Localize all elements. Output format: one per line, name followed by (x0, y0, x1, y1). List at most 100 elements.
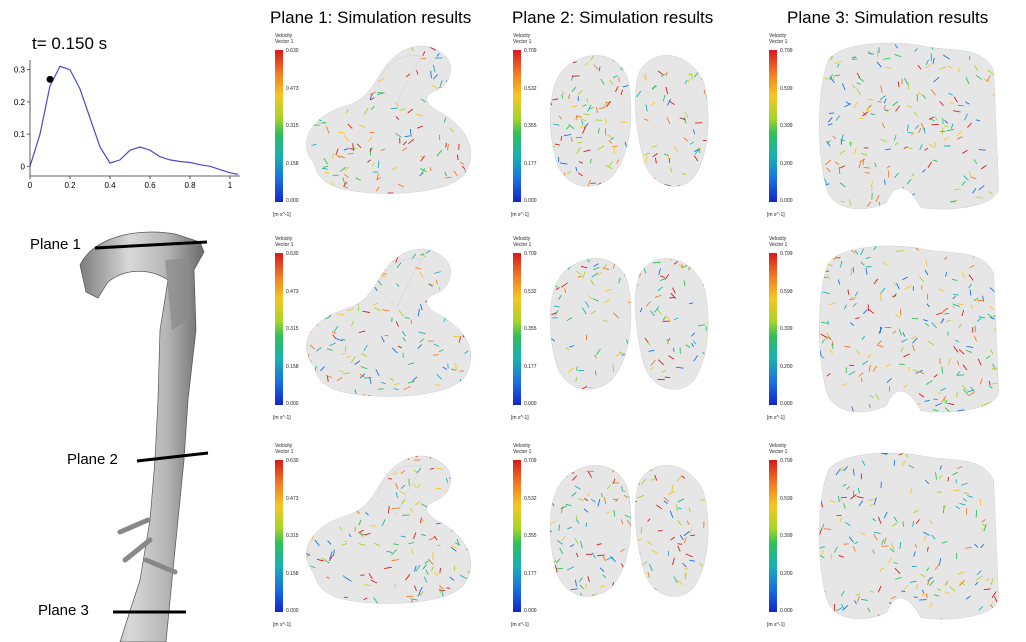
vector-arrow (744, 480, 749, 484)
vector-arrow (718, 323, 725, 324)
vector-arrow (842, 383, 848, 387)
vector-arrow (456, 154, 459, 161)
vector-arrow (391, 241, 393, 246)
vector-arrow (568, 93, 571, 100)
vector-arrow (605, 101, 612, 108)
vector-arrow (645, 258, 650, 263)
vector-arrow (961, 271, 966, 279)
vector-arrow (995, 246, 998, 254)
vector-arrow (790, 177, 797, 178)
vector-arrow (366, 277, 370, 282)
vector-arrow (956, 466, 963, 470)
vector-arrow (822, 523, 824, 529)
vector-arrow (367, 136, 373, 142)
vector-arrow (349, 148, 355, 150)
vector-arrow (944, 581, 949, 586)
vector-arrow (621, 202, 628, 204)
vector-arrow (599, 567, 605, 572)
cross-section-outline (306, 45, 471, 194)
vector-arrow (360, 623, 362, 629)
vector-arrow (797, 145, 798, 152)
vector-arrow (725, 392, 729, 394)
vector-arrow (808, 507, 811, 511)
vector-arrow (332, 596, 335, 603)
vector-arrow (605, 511, 610, 515)
vector-arrow (395, 409, 401, 410)
vector-arrow (728, 265, 730, 272)
vector-arrow (461, 528, 468, 532)
vector-arrow (639, 307, 643, 313)
vector-arrow (965, 349, 973, 353)
vector-arrow (369, 97, 375, 101)
vector-arrow (805, 582, 809, 588)
vector-arrow (620, 548, 625, 553)
vector-arrow (719, 307, 724, 308)
vector-arrow (449, 128, 455, 133)
vector-arrow (890, 595, 896, 600)
vector-arrow (313, 488, 320, 493)
vector-arrow (720, 338, 723, 344)
vector-arrow (841, 603, 844, 609)
vector-arrow (453, 285, 459, 289)
vector-arrow (306, 274, 309, 277)
vector-arrow (962, 498, 968, 502)
vector-arrow (693, 71, 699, 78)
vector-arrow (495, 543, 502, 546)
vector-arrow (652, 84, 656, 91)
vector-arrow (635, 247, 636, 252)
vector-arrow (438, 286, 441, 291)
vector-arrow (895, 198, 900, 204)
vector-arrow (996, 473, 999, 477)
vector-arrow (367, 159, 371, 163)
vector-arrow (686, 445, 690, 450)
vector-arrow (447, 204, 452, 208)
vector-arrow (478, 132, 480, 139)
vector-arrow (666, 117, 671, 125)
vector-arrow (957, 571, 965, 575)
vector-arrow (996, 157, 999, 161)
vector-arrow (363, 597, 368, 601)
vector-arrow (897, 612, 903, 616)
vector-arrow (552, 98, 559, 101)
vector-arrow (360, 405, 364, 407)
vector-arrow (594, 370, 597, 376)
vector-arrow (915, 124, 920, 129)
vector-arrow (867, 498, 875, 501)
vector-arrow (819, 465, 821, 473)
vector-arrow (550, 338, 556, 342)
vector-arrow (332, 45, 337, 47)
vector-arrow (468, 519, 471, 526)
legend-tick-1-2: 0.315 (286, 326, 299, 332)
vector-arrow (670, 292, 677, 299)
vector-arrow (724, 517, 728, 522)
vector-arrow (798, 250, 802, 253)
legend-tick-2-2: 0.355 (524, 326, 537, 332)
vector-arrow (337, 81, 340, 88)
vector-arrow (981, 528, 985, 532)
vector-arrow (415, 501, 421, 506)
vector-arrow (344, 296, 351, 300)
vector-arrow (346, 355, 351, 358)
vector-arrow (394, 382, 400, 386)
vector-arrow (482, 60, 486, 67)
vector-arrow (456, 538, 460, 546)
vector-arrow (676, 366, 684, 369)
vector-arrow (819, 53, 823, 57)
vector-arrow (963, 248, 965, 253)
vector-arrow (956, 131, 962, 137)
cross-section-outline (819, 245, 999, 413)
vector-arrow (996, 66, 999, 69)
vector-arrow (744, 418, 745, 425)
vector-arrow (962, 240, 966, 241)
vector-arrow (881, 246, 886, 247)
vector-arrow (741, 592, 746, 594)
plane1-heading: Plane 1: Simulation results (270, 8, 472, 27)
vector-arrow (947, 65, 953, 70)
vector-arrow (348, 533, 352, 538)
velocity-field-plane1-row3 (306, 455, 471, 629)
vector-arrow (860, 532, 866, 536)
vector-arrow (641, 603, 645, 609)
vector-arrow (509, 39, 510, 45)
vector-arrow (939, 465, 942, 470)
vector-arrow (825, 51, 830, 54)
